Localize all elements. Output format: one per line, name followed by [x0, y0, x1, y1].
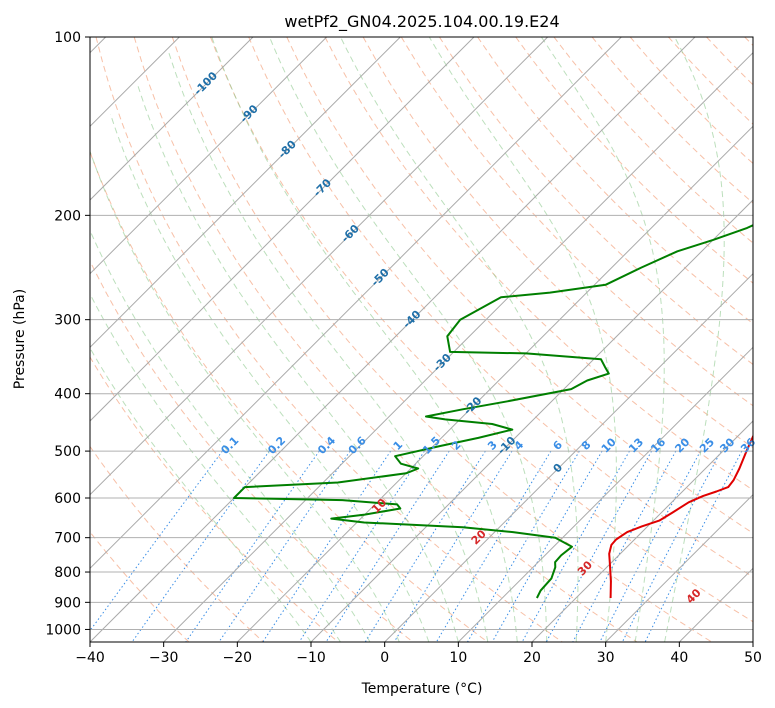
isotherm: [236, 125, 753, 642]
x-tick-label: 40: [670, 650, 688, 666]
dry-adiabat: [438, 37, 753, 366]
dry-adiabat: [90, 356, 339, 642]
moist-adiabat: [540, 37, 665, 642]
moist-adiabat: [90, 293, 341, 642]
mixing-ratio-line: [521, 450, 630, 642]
isotherm: [90, 37, 254, 201]
y-axis-ticks: 100 200 300 400 500 600 700 800 900 1000: [45, 30, 90, 638]
series-line-1: [233, 224, 753, 599]
x-tick-label: 0: [380, 650, 389, 666]
moist-adiabat: [167, 49, 489, 642]
isotherm: [531, 420, 753, 642]
plot-frame: [89, 36, 754, 643]
dry-adiabat: [90, 150, 488, 642]
isotherm: [310, 199, 753, 642]
x-tick-label: −40: [75, 650, 105, 666]
series-lines: [233, 224, 753, 599]
isotherm: [457, 346, 753, 642]
moist-adiabat: [211, 37, 518, 642]
x-tick-label: −10: [296, 650, 326, 666]
moist-adiabat: [428, 37, 617, 642]
mixing-ratio-line: [599, 450, 701, 642]
y-tick-label: 100: [54, 30, 81, 46]
x-tick-label: −30: [149, 650, 179, 666]
isotherm: [90, 37, 622, 570]
mixing-ratio-line: [262, 450, 392, 642]
mixing-ratio-line: [298, 450, 425, 642]
x-tick-label: 30: [597, 650, 615, 666]
isotherm: [605, 493, 753, 642]
isotherm: [384, 272, 753, 642]
isotherm: [90, 37, 549, 496]
mixing-ratio-line: [545, 450, 653, 642]
moist-adiabat: [136, 83, 459, 642]
dry-adiabat: [210, 37, 753, 623]
y-tick-label: 300: [54, 313, 81, 329]
y-tick-label: 1000: [45, 622, 81, 638]
dry-adiabat: [95, 37, 563, 642]
y-tick-label: 700: [54, 531, 81, 547]
isotherm: [90, 37, 696, 642]
mixing-ratio-line: [185, 450, 320, 642]
moist-adiabat: [664, 37, 725, 642]
isotherm: [90, 37, 475, 422]
x-tick-label: −20: [223, 650, 253, 666]
y-tick-label: 500: [54, 444, 81, 460]
moist-adiabat: [340, 37, 579, 642]
chart-title: wetPf2_GN04.2025.104.00.19.E24: [284, 12, 559, 32]
dry-adiabat: [477, 37, 753, 325]
y-tick-label: 600: [54, 491, 81, 507]
y-tick-label: 800: [54, 565, 81, 581]
y-tick-label: 200: [54, 208, 81, 224]
moist-adiabat: [269, 37, 548, 642]
mixing-ratio-line: [218, 450, 351, 642]
moist-adiabat: [90, 347, 312, 642]
mixing-ratio-line: [644, 450, 743, 642]
x-tick-label: 20: [523, 650, 541, 666]
dry-adiabat: [90, 445, 264, 642]
mixing-ratio-line: [90, 450, 223, 632]
mixing-ratio-line: [491, 450, 603, 642]
series-line-0: [608, 434, 753, 599]
isotherm: [90, 37, 328, 275]
y-tick-label: 400: [54, 387, 81, 403]
y-tick-label: 900: [54, 595, 81, 611]
y-axis-label: Pressure (hPa): [12, 289, 28, 389]
x-tick-label: 50: [744, 650, 762, 666]
dry-adiabat: [133, 37, 638, 642]
isotherm: [90, 37, 401, 349]
x-tick-label: 10: [449, 650, 467, 666]
moist-adiabat: [110, 114, 430, 642]
mixing-ratio-line: [572, 450, 677, 642]
x-axis-ticks: −40 −30 −20 −10 0 10 20 30 40 50: [75, 642, 762, 666]
dry-adiabat: [324, 37, 753, 491]
x-axis-label: Temperature (°C): [361, 681, 483, 697]
isotherm: [163, 51, 753, 642]
mixing-ratio-line: [621, 450, 722, 642]
dry-adiabat: [248, 37, 753, 578]
